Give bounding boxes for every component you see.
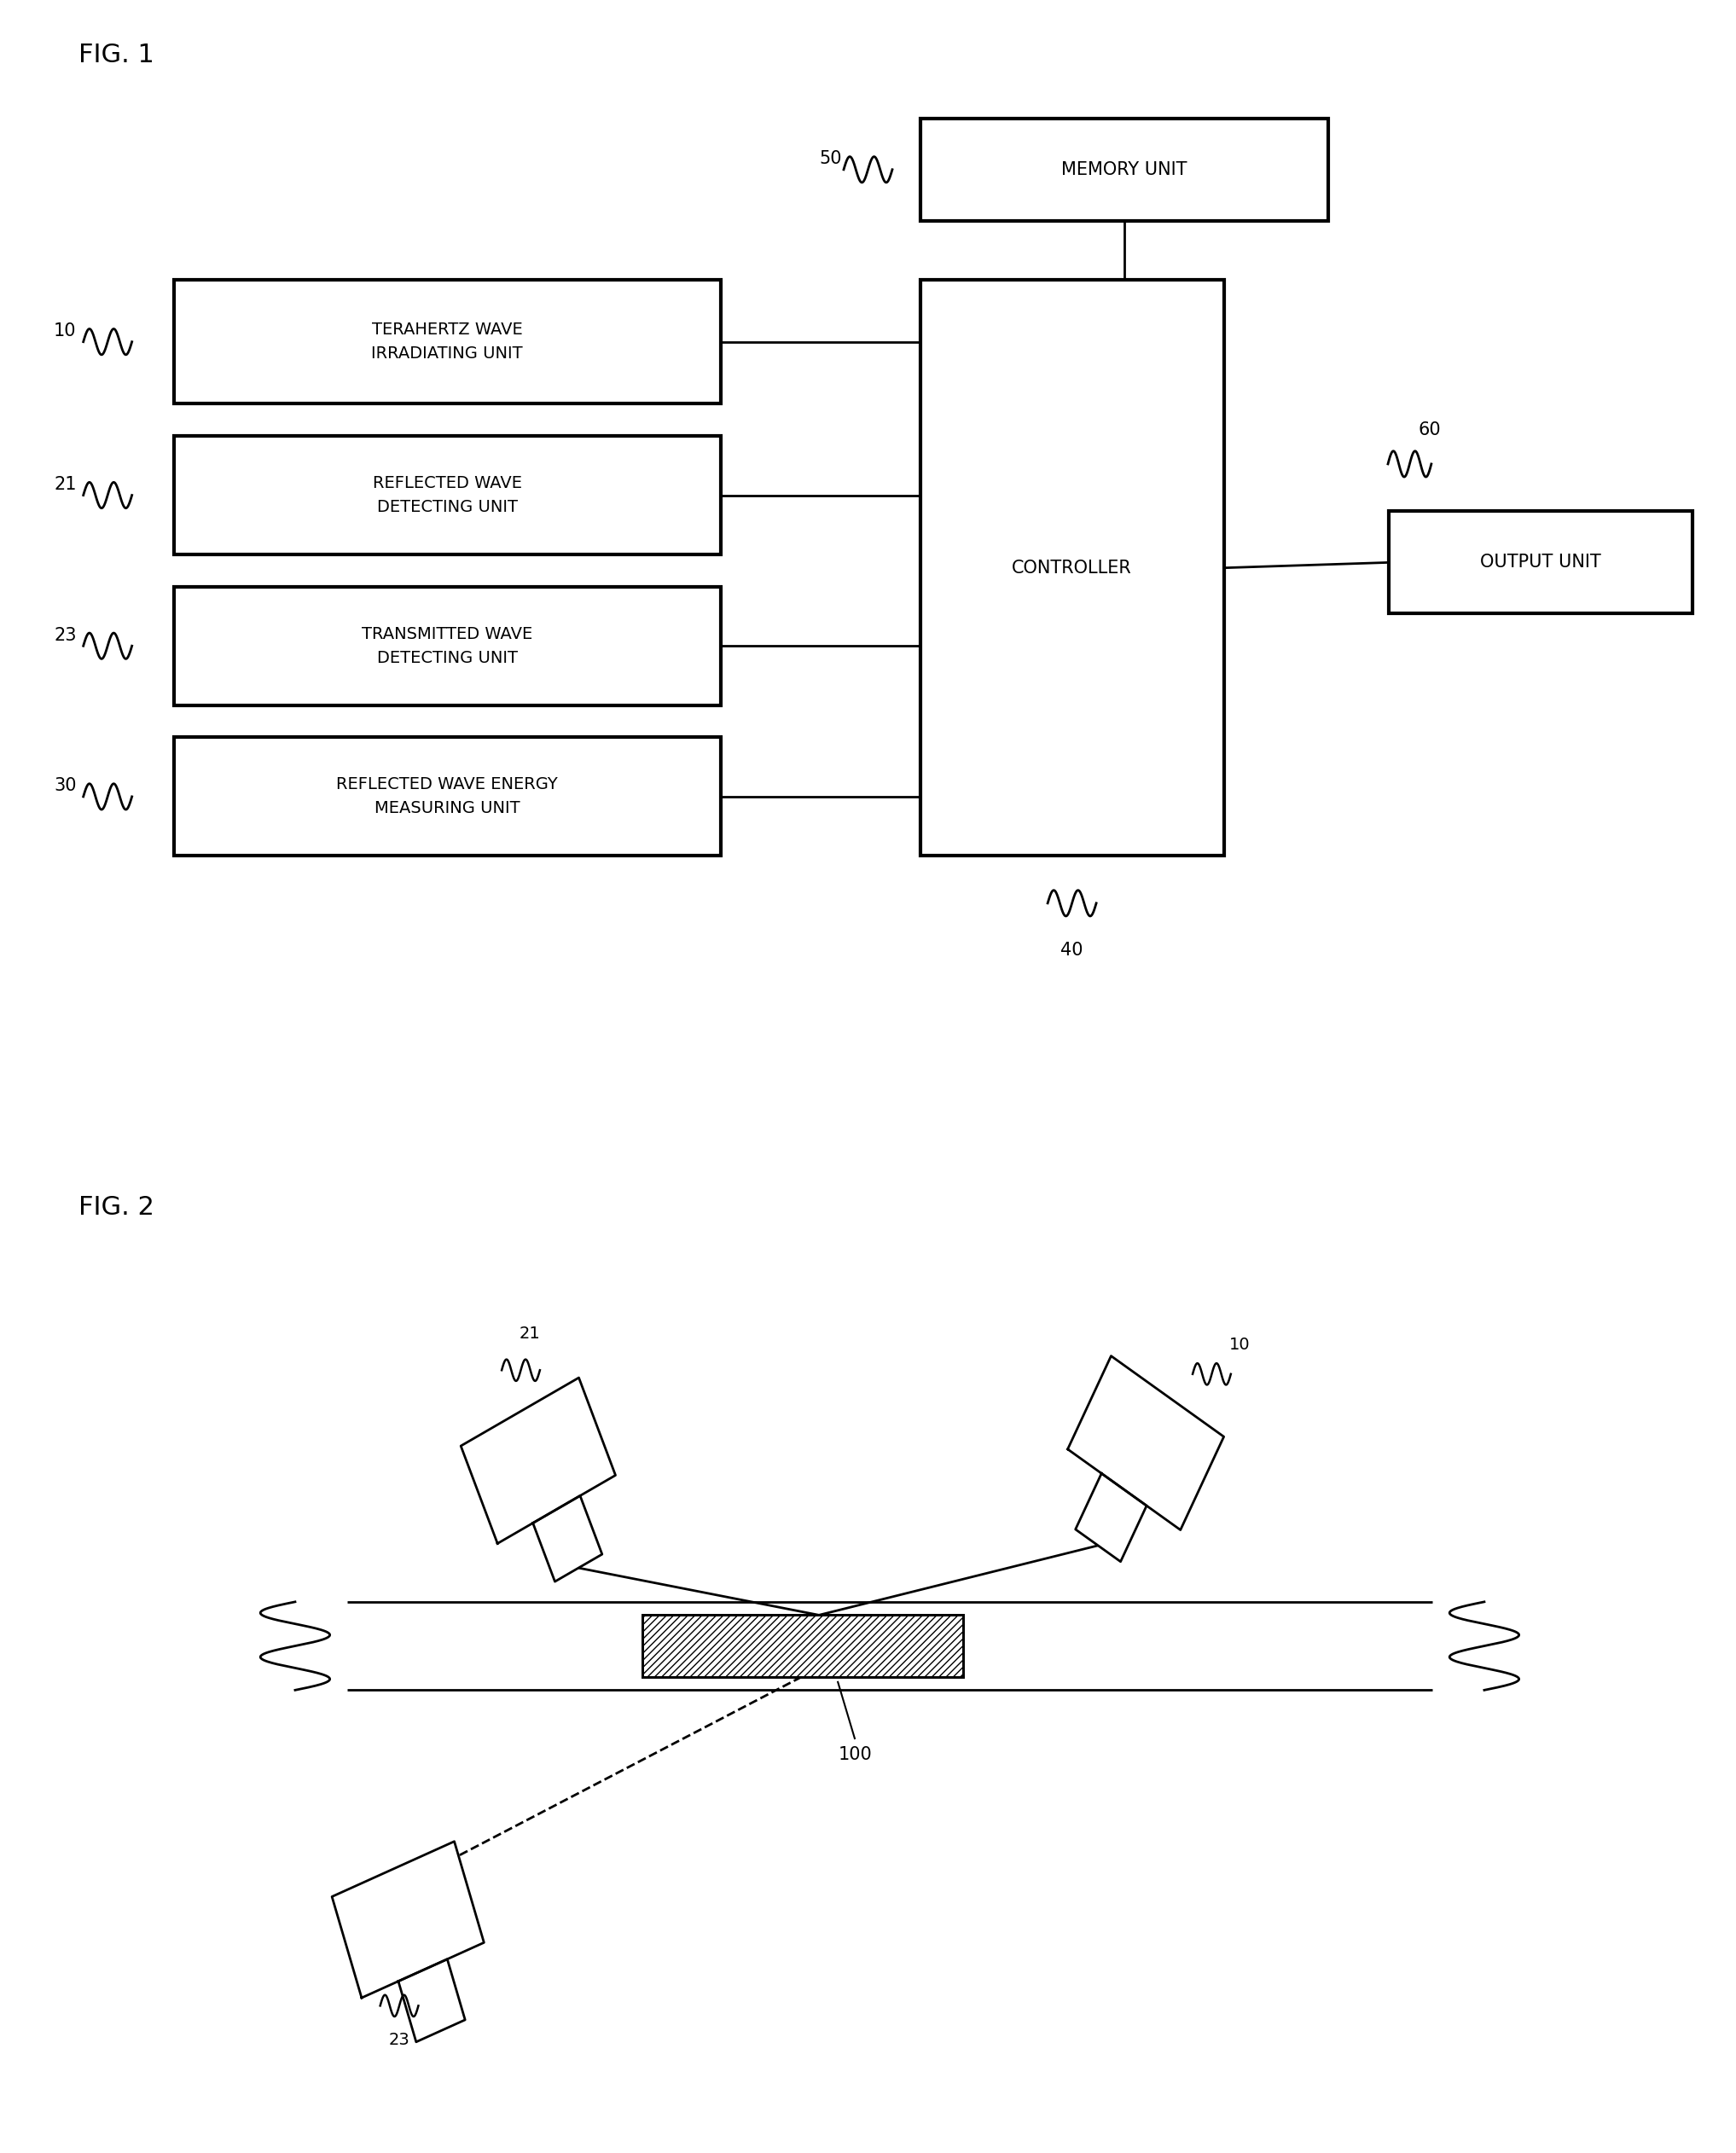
Text: MEMORY UNIT: MEMORY UNIT	[1061, 161, 1187, 179]
Text: 10: 10	[1229, 1337, 1250, 1352]
Text: 50: 50	[819, 151, 842, 168]
Text: 23: 23	[54, 627, 76, 644]
Bar	[642, 1615, 963, 1677]
Text: 100: 100	[838, 1746, 871, 1763]
Polygon shape	[332, 1841, 484, 1998]
Text: 10: 10	[54, 323, 76, 340]
Text: REFLECTED WAVE ENERGY
MEASURING UNIT: REFLECTED WAVE ENERGY MEASURING UNIT	[337, 777, 557, 816]
Text: TERAHERTZ WAVE
IRRADIATING UNIT: TERAHERTZ WAVE IRRADIATING UNIT	[372, 321, 523, 362]
Text: 21: 21	[54, 476, 76, 493]
Bar	[920, 118, 1328, 222]
Bar	[174, 435, 720, 553]
Text: 23: 23	[389, 2032, 410, 2048]
Bar	[920, 280, 1224, 855]
Text: OUTPUT UNIT: OUTPUT UNIT	[1481, 553, 1601, 571]
Text: CONTROLLER: CONTROLLER	[1012, 560, 1132, 577]
Polygon shape	[1068, 1356, 1224, 1531]
Bar	[174, 280, 720, 405]
Text: TRANSMITTED WAVE
DETECTING UNIT: TRANSMITTED WAVE DETECTING UNIT	[361, 627, 533, 665]
Bar	[1389, 512, 1693, 614]
Text: REFLECTED WAVE
DETECTING UNIT: REFLECTED WAVE DETECTING UNIT	[373, 476, 521, 515]
Text: FIG. 2: FIG. 2	[78, 1195, 155, 1219]
Text: 30: 30	[54, 777, 76, 794]
Text: 21: 21	[519, 1326, 540, 1341]
Polygon shape	[460, 1378, 616, 1544]
Bar	[174, 736, 720, 855]
Polygon shape	[533, 1496, 602, 1582]
Bar	[174, 586, 720, 706]
Polygon shape	[398, 1959, 465, 2041]
Text: 60: 60	[1418, 422, 1441, 439]
Text: 40: 40	[1061, 943, 1083, 958]
Bar	[642, 1615, 963, 1677]
Polygon shape	[1076, 1473, 1146, 1561]
Text: FIG. 1: FIG. 1	[78, 43, 155, 67]
